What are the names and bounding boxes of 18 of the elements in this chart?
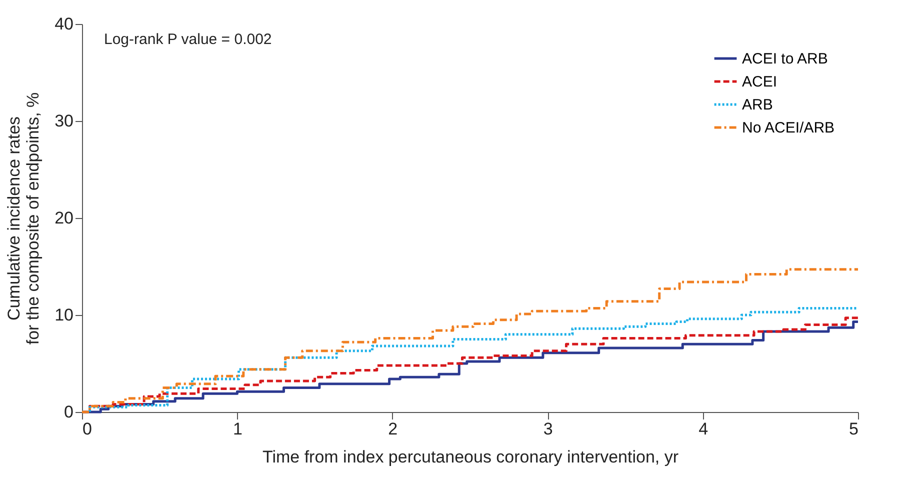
x-tick-label: 3 bbox=[543, 420, 553, 438]
annotation: Log-rank P value = 0.002 bbox=[104, 31, 272, 48]
x-tick-label: 2 bbox=[388, 420, 398, 438]
x-tick-label: 0 bbox=[82, 420, 92, 438]
y-tick-label: 30 bbox=[54, 112, 74, 130]
x-axis-title: Time from index percutaneous coronary intervention, yr bbox=[262, 448, 679, 466]
x-tick-label: 5 bbox=[849, 420, 858, 438]
x-tick-label: 4 bbox=[698, 420, 708, 438]
y-axis-title: Cumulative incidence rates for the composite of endpoints, % bbox=[4, 92, 43, 345]
y-tick-label: 10 bbox=[54, 306, 74, 324]
legend-label: ARB bbox=[742, 96, 773, 114]
legend-label: ACEI to ARB bbox=[742, 50, 828, 68]
y-tick-label: 40 bbox=[54, 14, 74, 34]
y-tick-label: 20 bbox=[54, 208, 74, 228]
legend-label: ACEI bbox=[742, 74, 778, 90]
y-tick-label: 0 bbox=[64, 402, 74, 422]
legend-label: No ACEI/ARB bbox=[742, 120, 835, 136]
x-tick-label: 1 bbox=[232, 420, 242, 438]
